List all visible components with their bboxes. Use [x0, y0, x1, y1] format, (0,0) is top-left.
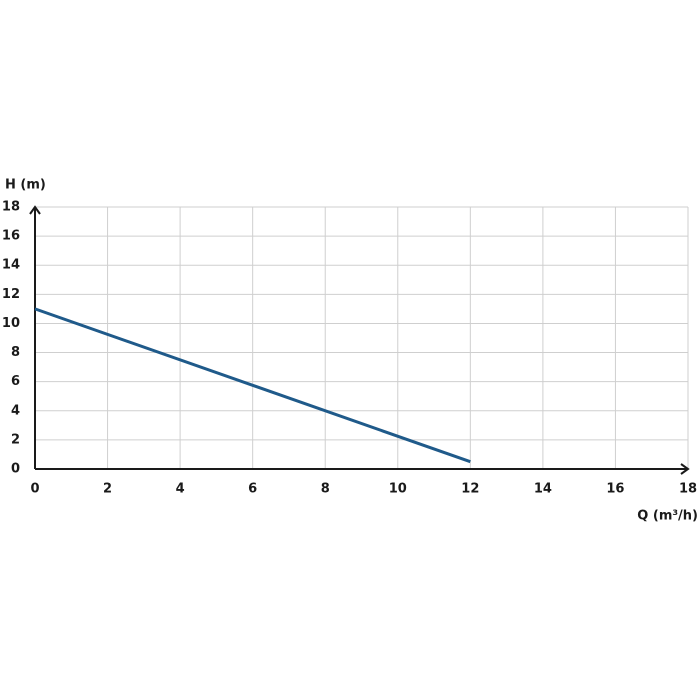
y-tick-label: 6 [11, 374, 20, 389]
x-tick-label: 6 [248, 482, 257, 497]
x-tick-label: 14 [534, 482, 552, 497]
x-tick-label: 8 [321, 482, 330, 497]
x-axis-title: Q (m³/h) [637, 509, 698, 524]
x-axis-arrow [680, 463, 690, 475]
x-tick-label: 0 [30, 482, 39, 497]
y-axis-arrow [29, 205, 41, 215]
y-tick-label: 18 [2, 200, 20, 215]
x-tick-label: 10 [389, 482, 407, 497]
x-tick-label: 18 [679, 482, 697, 497]
x-tick-label: 16 [606, 482, 624, 497]
y-tick-label: 12 [2, 287, 20, 302]
y-tick-label: 0 [11, 462, 20, 477]
y-axis-title: H (m) [5, 178, 46, 193]
y-tick-label: 10 [2, 316, 20, 331]
y-tick-label: 8 [11, 345, 20, 360]
y-tick-label: 4 [11, 403, 20, 418]
x-tick-label: 12 [461, 482, 479, 497]
y-tick-label: 16 [2, 229, 20, 244]
x-tick-label: 2 [103, 482, 112, 497]
y-tick-label: 2 [11, 432, 20, 447]
data-line [34, 307, 471, 464]
x-tick-label: 4 [176, 482, 185, 497]
y-tick-label: 14 [2, 258, 20, 273]
